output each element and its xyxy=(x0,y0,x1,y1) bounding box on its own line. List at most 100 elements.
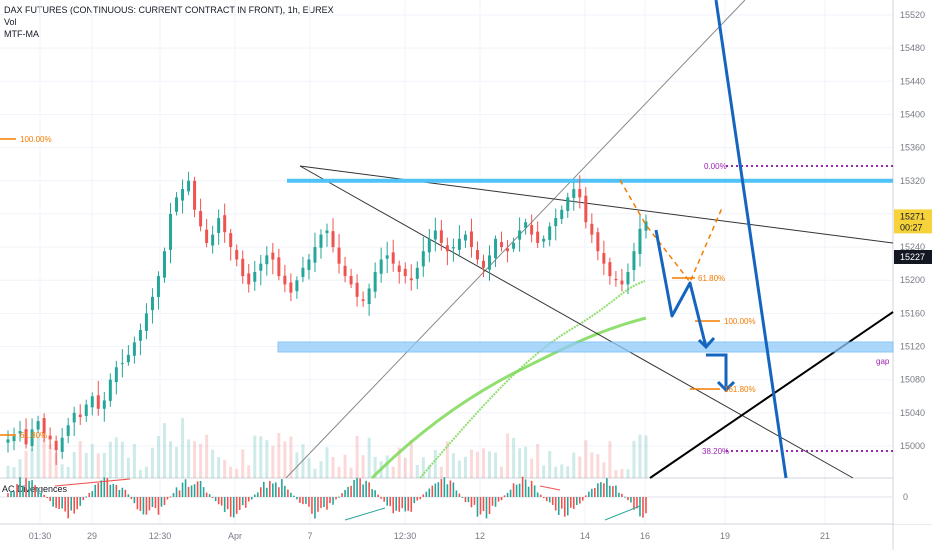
ac-bar xyxy=(166,497,169,500)
volume-bar xyxy=(403,457,407,478)
ac-bar xyxy=(302,497,304,505)
lower-trendline xyxy=(299,165,854,479)
candle-body xyxy=(439,230,443,243)
volume-bar xyxy=(18,459,22,478)
ac-bar xyxy=(467,497,470,503)
ac-divergence-line xyxy=(344,507,386,521)
ac-bar xyxy=(639,497,641,517)
ac-bar xyxy=(244,497,247,508)
candle-body xyxy=(102,400,106,409)
ac-bar xyxy=(109,484,112,497)
volume-bar xyxy=(415,464,419,478)
candle-body xyxy=(638,228,642,254)
ac-bar xyxy=(410,497,413,512)
volume-bar xyxy=(481,448,485,478)
arrow-head-1 xyxy=(697,337,716,350)
volume-bar xyxy=(12,467,16,478)
volume-bar xyxy=(138,469,142,478)
ac-bar xyxy=(374,490,376,497)
ac-bar xyxy=(157,497,160,515)
price-tick-label: 15080 xyxy=(900,375,925,385)
candle-body xyxy=(584,195,588,223)
ac-bar xyxy=(247,497,250,502)
ac-bar xyxy=(536,492,539,497)
price-tick-label: 15120 xyxy=(900,342,925,352)
ac-bar xyxy=(299,497,301,503)
volume-bar xyxy=(60,464,64,478)
ac-bar xyxy=(645,497,647,514)
candle-body xyxy=(385,255,389,259)
candle-body xyxy=(18,431,22,434)
candlestick-series xyxy=(6,171,648,465)
candle-body xyxy=(560,209,564,220)
candle-body xyxy=(138,329,142,341)
volume-bar xyxy=(469,449,473,478)
volume-bar xyxy=(331,456,335,478)
ac-bar xyxy=(497,497,500,502)
chart-title: DAX FUTURES (CONTINUOUS: CURRENT CONTRAC… xyxy=(4,5,334,15)
ac-bar xyxy=(383,497,385,502)
ac-bar xyxy=(184,479,187,497)
projection-arrow-2 xyxy=(706,353,728,390)
ac-bar xyxy=(530,480,533,497)
price-tick-label: 15000 xyxy=(900,441,925,451)
ac-bar xyxy=(491,497,494,506)
ac-bar xyxy=(259,487,262,497)
ac-bar xyxy=(160,497,163,507)
ac-bar xyxy=(100,480,103,497)
candle-body xyxy=(397,265,401,272)
volume-bar xyxy=(6,465,10,478)
ac-bar xyxy=(326,497,328,510)
candle-body xyxy=(259,263,263,271)
fib-left-100-label: 100.00% xyxy=(20,135,52,144)
ac-bar xyxy=(485,497,488,519)
ac-bar xyxy=(22,485,24,497)
ac-bar xyxy=(560,497,563,509)
volume-bar xyxy=(217,457,221,478)
volume-bar xyxy=(620,468,624,478)
ac-bar xyxy=(630,497,632,503)
volume-bar xyxy=(361,455,365,478)
candle-body xyxy=(253,271,257,282)
ac-bar xyxy=(85,496,88,498)
ac-bar xyxy=(266,487,268,497)
ac-bar xyxy=(97,483,100,497)
ac-bar xyxy=(136,497,139,510)
ac-bar xyxy=(163,497,166,506)
candle-body xyxy=(48,435,52,440)
candle-body xyxy=(620,280,624,285)
volume-bar xyxy=(42,433,46,478)
candle-body xyxy=(24,429,28,445)
ac-bar xyxy=(67,497,69,519)
legend-volume[interactable]: Vol xyxy=(4,17,17,27)
volume-bar xyxy=(313,468,317,478)
volume-bar xyxy=(96,453,100,478)
candle-body xyxy=(488,255,492,270)
candle-body xyxy=(313,247,317,263)
ac-bar xyxy=(31,480,33,497)
ac-bar xyxy=(585,495,587,497)
ac-bar xyxy=(479,497,482,515)
ac-bar xyxy=(407,497,410,511)
candle-body xyxy=(150,296,154,311)
candle-body xyxy=(331,231,335,248)
time-tick-label: 12:30 xyxy=(149,531,172,541)
ac-bar xyxy=(377,494,379,497)
ac-bar xyxy=(232,497,235,518)
ac-bar xyxy=(569,497,572,508)
candle-body xyxy=(494,238,498,259)
volume-bar xyxy=(530,458,534,478)
candle-body xyxy=(361,299,365,301)
ac-bar xyxy=(142,497,145,515)
ac-bar xyxy=(25,478,27,497)
ac-bar xyxy=(548,497,551,503)
candle-body xyxy=(235,249,239,260)
legend-mtf-ma[interactable]: MTF-MA xyxy=(4,29,39,39)
volume-bar xyxy=(301,444,305,478)
price-tick-label: 15400 xyxy=(900,109,925,119)
ac-bar xyxy=(636,497,638,509)
volume-bar xyxy=(367,437,371,478)
ac-bar xyxy=(566,497,569,516)
ac-bar xyxy=(181,482,184,497)
